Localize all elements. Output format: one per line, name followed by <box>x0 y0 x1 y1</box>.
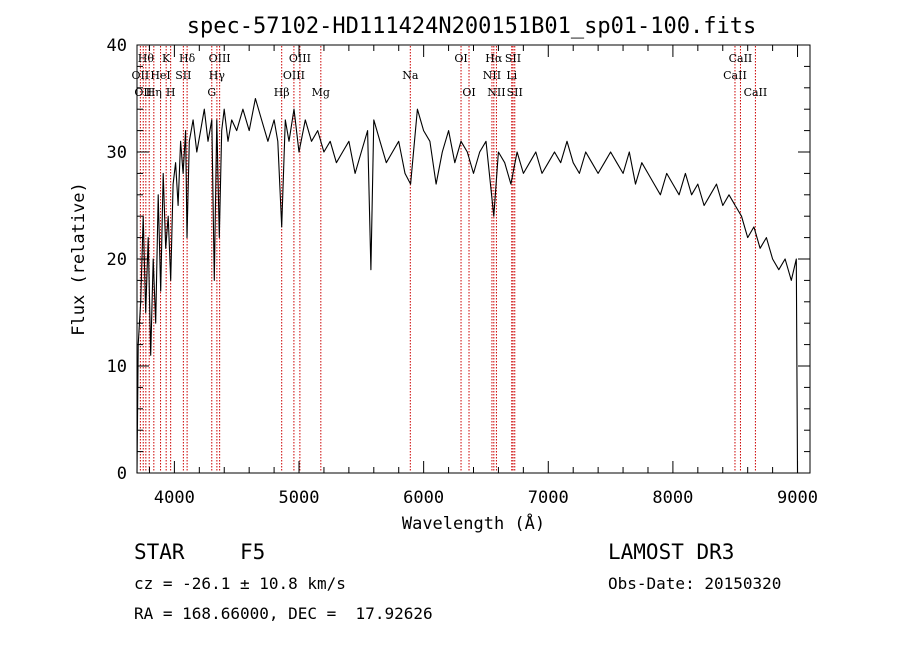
x-tick-label: 7000 <box>528 488 569 508</box>
spectral-line-label: NII <box>483 69 501 82</box>
spectral-line-label: OIII <box>209 52 231 65</box>
x-tick-label: 5000 <box>279 488 320 508</box>
spectral-line-label: Hη <box>146 86 162 99</box>
spectral-line-label: Mg <box>312 86 330 99</box>
spectral-line-label: OI <box>454 52 467 65</box>
spectral-line-label: SII <box>507 86 523 99</box>
spectral-line-label: NII <box>487 86 505 99</box>
spectral-line-label: CaII <box>723 69 747 82</box>
y-tick-label: 10 <box>107 357 127 377</box>
spectral-line-label: G <box>207 86 216 99</box>
spectrum-chart: spec-57102-HD111424N200151B01_sp01-100.f… <box>69 14 818 534</box>
redshift-text: cz = -26.1 ± 10.8 km/s <box>134 574 346 593</box>
x-axis-ticks: 4000 5000 6000 7000 8000 9000 <box>148 45 818 508</box>
obs-date-text: Obs-Date: 20150320 <box>608 574 782 593</box>
y-tick-label: 40 <box>107 36 127 56</box>
spectral-line-label: H <box>166 86 176 99</box>
spectral-line-label: Hβ <box>274 86 290 99</box>
survey-name: LAMOST DR3 <box>608 540 735 564</box>
spectral-line-label: Hδ <box>179 52 196 65</box>
series-layer <box>136 97 799 474</box>
spectrum-series-line <box>136 97 799 474</box>
spectral-line-label: SII <box>175 69 191 82</box>
x-tick-label: 6000 <box>403 488 444 508</box>
spectral-line-label: Li <box>506 69 517 82</box>
spectral-line-markers <box>139 46 756 472</box>
spectral-line-label: CaII <box>729 52 753 65</box>
spectral-line-label: OIII <box>289 52 311 65</box>
object-subclass: F5 <box>240 540 266 564</box>
spectral-line-label: OIII <box>283 69 305 82</box>
chart-title: spec-57102-HD111424N200151B01_sp01-100.f… <box>187 14 757 39</box>
x-tick-label: 8000 <box>652 488 693 508</box>
spectral-line-label: OI <box>462 86 475 99</box>
y-axis-label: Flux (relative) <box>69 182 89 336</box>
y-tick-label: 20 <box>107 250 127 270</box>
y-axis-ticks: 0 10 20 30 40 <box>107 36 810 484</box>
spectral-line-label: K <box>162 52 171 65</box>
spectral-line-label: Hθ <box>138 52 155 65</box>
spectral-line-label: Hα <box>485 52 503 65</box>
spectral-line-label: HeI <box>150 69 170 82</box>
x-axis-label: Wavelength (Å) <box>402 512 545 534</box>
x-tick-label: 4000 <box>154 488 195 508</box>
spectral-line-label: OII <box>132 69 150 82</box>
spectral-line-labels: OII OII Hθ Hη HeI K H SII Hδ G Hγ OIII Hβ OIII OIII Mg N… <box>132 52 768 99</box>
coordinates-text: RA = 168.66000, DEC = 17.92626 <box>134 604 433 623</box>
spectral-line-label: Hγ <box>209 69 226 82</box>
plot-frame <box>136 44 811 474</box>
spectral-line-label: CaII <box>744 86 768 99</box>
y-tick-label: 30 <box>107 143 127 163</box>
x-tick-label: 9000 <box>777 488 818 508</box>
object-class: STAR <box>134 540 185 564</box>
y-tick-label: 0 <box>117 464 127 484</box>
spectral-line-label: OII <box>134 86 152 99</box>
spectral-line-label: Na <box>402 69 419 82</box>
spectral-line-label: SII <box>505 52 521 65</box>
